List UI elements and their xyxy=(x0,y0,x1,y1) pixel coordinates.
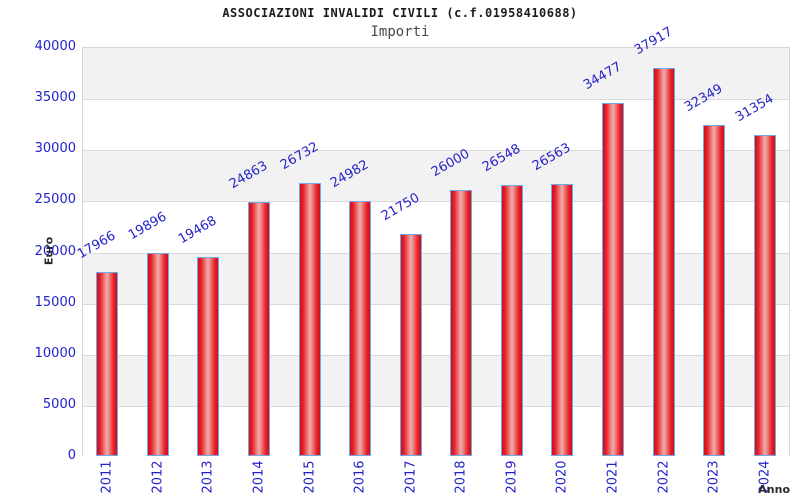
chart-subtitle: Importi xyxy=(370,24,430,40)
bar-2023 xyxy=(703,125,726,456)
background-band xyxy=(83,303,789,355)
bar-2014 xyxy=(248,201,270,456)
y-tick-label: 10000 xyxy=(34,345,76,361)
bar-2016 xyxy=(349,200,372,456)
y-tick-label: 5000 xyxy=(42,396,76,412)
chart-title: ASSOCIAZIONI INVALIDI CIVILI (c.f.019584… xyxy=(222,6,578,20)
bar-2021 xyxy=(602,103,624,456)
bar-2017 xyxy=(399,233,422,456)
y-tick-label: 25000 xyxy=(34,192,76,208)
gridline xyxy=(83,150,789,152)
gridline xyxy=(83,201,789,203)
background-band xyxy=(83,48,789,100)
y-tick-label: 20000 xyxy=(34,243,76,259)
x-tick-label: 2022 xyxy=(656,460,672,494)
gridline xyxy=(83,354,789,356)
background-band xyxy=(83,99,789,151)
gridline xyxy=(83,99,789,101)
background-band xyxy=(83,405,789,457)
bar-2013 xyxy=(197,256,220,456)
bar-2012 xyxy=(146,252,169,456)
x-tick-label: 2014 xyxy=(251,460,267,494)
bar-2024 xyxy=(753,135,776,456)
x-tick-label: 2018 xyxy=(453,460,469,494)
y-tick-label: 35000 xyxy=(34,90,76,106)
y-tick-label: 30000 xyxy=(34,141,76,157)
x-axis-title: Anno xyxy=(758,483,790,496)
background-band xyxy=(83,252,789,304)
background-band xyxy=(83,354,789,406)
x-tick-label: 2011 xyxy=(99,460,115,494)
gridline xyxy=(83,405,789,407)
x-tick-label: 2015 xyxy=(302,460,318,494)
bar-2022 xyxy=(652,68,675,456)
gridline xyxy=(83,303,789,305)
x-tick-label: 2013 xyxy=(200,460,216,494)
x-tick-label: 2017 xyxy=(403,460,419,494)
x-tick-label: 2019 xyxy=(504,460,520,494)
x-tick-label: 2020 xyxy=(554,460,570,494)
bar-2019 xyxy=(500,184,523,456)
bar-2015 xyxy=(298,182,321,456)
bar-2018 xyxy=(450,190,473,456)
plot-area xyxy=(82,47,790,457)
gridline xyxy=(83,252,789,254)
y-tick-label: 0 xyxy=(67,448,76,463)
y-tick-label: 40000 xyxy=(34,39,76,54)
x-tick-label: 2021 xyxy=(605,460,621,494)
y-axis-title: Euro xyxy=(42,236,56,266)
x-tick-label: 2023 xyxy=(706,460,722,494)
bar-2020 xyxy=(551,184,574,456)
x-tick-label: 2016 xyxy=(352,460,368,494)
bar-2011 xyxy=(96,272,119,456)
x-tick-label: 2012 xyxy=(150,460,166,494)
y-tick-label: 15000 xyxy=(34,294,76,310)
